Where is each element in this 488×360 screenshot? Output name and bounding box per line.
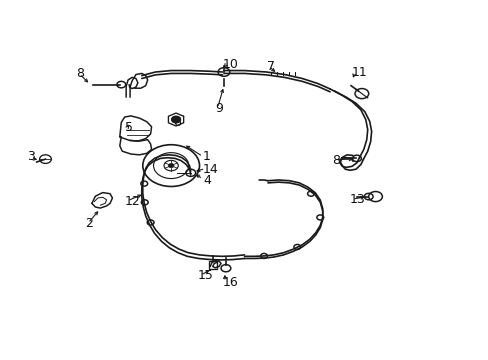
Text: 10: 10 [222,58,238,71]
Text: 6: 6 [173,116,181,129]
Text: 9: 9 [215,102,223,114]
Text: 7: 7 [266,60,274,73]
Text: 14: 14 [203,163,218,176]
Bar [209,261,217,269]
Text: 15: 15 [198,269,213,282]
Text: 2: 2 [85,217,93,230]
Text: 8: 8 [332,154,340,167]
Circle shape [168,163,174,168]
Text: 16: 16 [222,276,238,289]
Text: 11: 11 [351,66,367,78]
Text: 3: 3 [27,150,35,163]
Circle shape [171,116,180,123]
Text: 12: 12 [124,195,140,208]
Text: 13: 13 [349,193,365,206]
Text: 5: 5 [124,121,132,134]
Text: 8: 8 [76,67,83,80]
Text: 1: 1 [203,150,210,163]
Text: 4: 4 [203,174,210,186]
